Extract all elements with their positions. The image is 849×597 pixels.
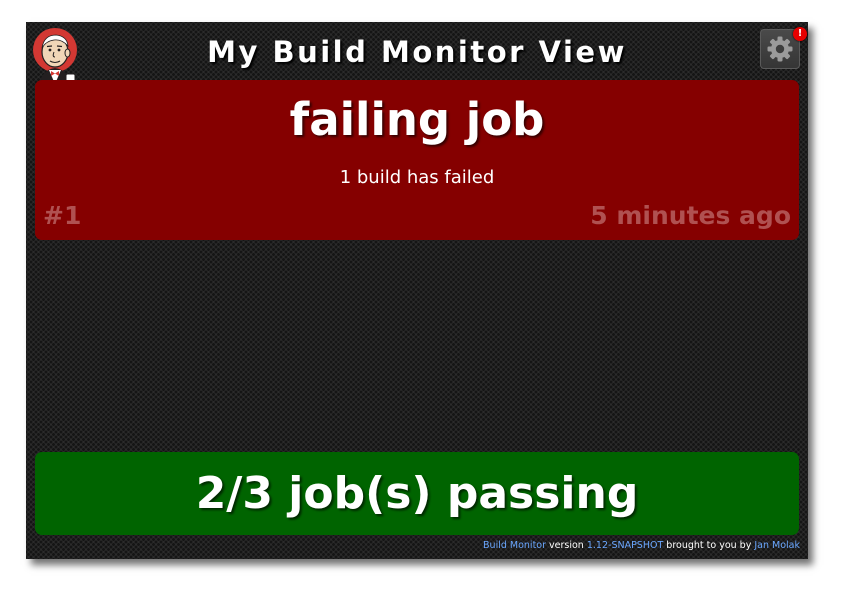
version-link[interactable]: 1.12-SNAPSHOT: [586, 540, 664, 551]
footer-credits: Build Monitor version 1.12-SNAPSHOT brou…: [483, 539, 800, 553]
page-title: My Build Monitor View: [207, 35, 627, 69]
job-status-text: 1 build has failed: [339, 167, 495, 188]
author-link[interactable]: Jan Molak: [754, 540, 800, 551]
credit-label: brought to you by: [663, 540, 755, 551]
job-name[interactable]: failing job: [289, 93, 545, 146]
job-tile-failing[interactable]: failing job 1 build has failed #1 5 minu…: [35, 80, 799, 240]
notification-badge: !: [793, 27, 807, 41]
build-monitor-view: My Build Monitor View ! failing job 1 bu…: [26, 22, 808, 559]
passing-summary-tile: 2/3 job(s) passing: [35, 452, 799, 535]
passing-summary-text: 2/3 job(s) passing: [195, 467, 639, 519]
gear-icon: [767, 36, 793, 62]
build-monitor-link[interactable]: Build Monitor: [483, 540, 547, 551]
version-label: version: [546, 540, 587, 551]
build-number[interactable]: #1: [43, 201, 82, 230]
build-time-ago: 5 minutes ago: [590, 201, 791, 230]
